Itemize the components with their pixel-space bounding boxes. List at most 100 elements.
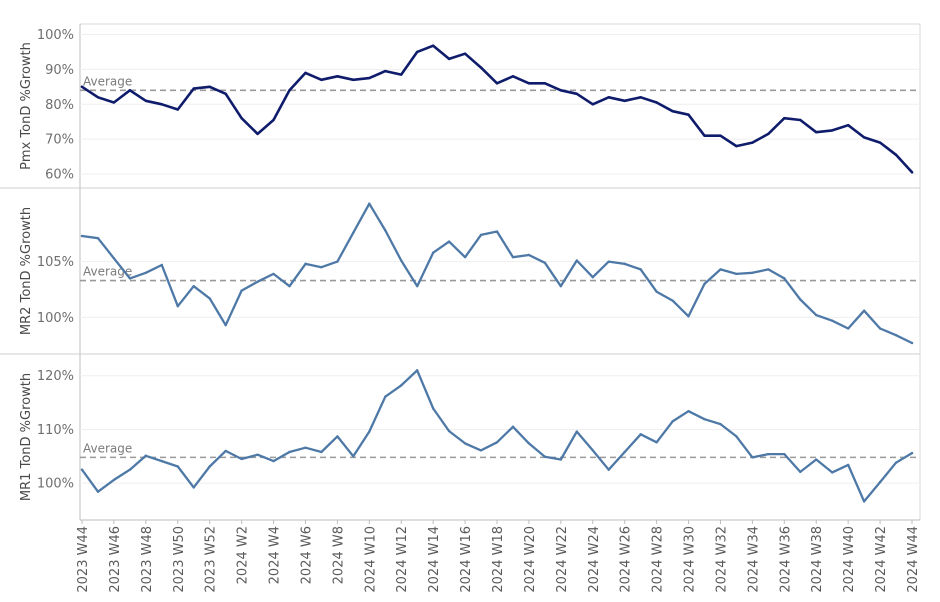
data-point [527, 253, 531, 257]
x-tick-label: 2024 W22 [555, 526, 570, 593]
data-point [799, 470, 802, 474]
data-point [192, 486, 195, 489]
panel-2: 100% 105%MR2 TonD %Growth Average [0, 187, 920, 345]
y-tick-label: 60% [45, 168, 74, 183]
data-point [415, 50, 419, 54]
data-point [815, 313, 818, 317]
data-point [862, 309, 866, 312]
data-point [687, 315, 690, 318]
data-point [463, 255, 467, 259]
x-tick-label: 2023 W46 [108, 526, 123, 593]
data-point [815, 130, 818, 134]
data-point [575, 430, 579, 433]
data-point [703, 282, 706, 286]
data-point [192, 284, 195, 288]
data-point [830, 319, 834, 322]
data-point [719, 422, 722, 426]
data-point [878, 327, 882, 330]
data-point [96, 96, 100, 99]
data-point [846, 463, 850, 467]
data-point [368, 76, 371, 80]
y-axis-title: Pmx TonD %Growth [19, 42, 34, 170]
data-point [495, 230, 499, 233]
data-point [591, 276, 594, 279]
data-point [176, 305, 179, 308]
series-line [80, 44, 914, 174]
data-point [320, 450, 323, 454]
data-point [368, 430, 371, 433]
data-point [400, 259, 403, 262]
panel-3: 100% 110% 120%MR1 TonD %Growth Average [0, 353, 920, 503]
data-point [671, 420, 674, 423]
data-point [623, 262, 626, 266]
data-point [304, 446, 307, 449]
data-point [607, 260, 610, 263]
data-point [511, 425, 515, 428]
y-tick-label: 100% [37, 311, 74, 326]
data-point [447, 429, 451, 433]
data-point [272, 118, 275, 122]
data-point [80, 85, 84, 89]
data-point [384, 229, 387, 232]
x-tick-label: 2024 W6 [299, 526, 314, 584]
panel-1: 60% 70% 80% 90% 100%Pmx TonD %Growth Average [19, 28, 920, 183]
data-point [767, 452, 770, 456]
data-point [112, 101, 116, 104]
x-tick-label: 2024 W36 [778, 526, 793, 593]
data-point [878, 480, 882, 484]
data-point [830, 471, 834, 474]
data-point [479, 66, 483, 69]
data-point [384, 69, 387, 73]
data-point [910, 341, 914, 345]
data-point [336, 435, 339, 438]
y-tick-label: 100% [37, 477, 74, 492]
data-point [846, 123, 850, 127]
data-point [80, 468, 84, 471]
data-point [559, 89, 563, 92]
data-point [559, 284, 563, 288]
data-point [447, 240, 451, 243]
data-point [846, 327, 850, 330]
series-line [80, 202, 914, 345]
data-point [735, 435, 738, 438]
data-point [368, 202, 371, 205]
data-point [400, 384, 403, 387]
data-point [272, 459, 275, 463]
data-point [352, 455, 355, 458]
x-tick-label: 2023 W44 [76, 526, 91, 593]
data-point [415, 284, 419, 288]
x-tick-label: 2024 W26 [619, 526, 634, 593]
data-point [607, 96, 610, 99]
data-point [144, 99, 148, 102]
data-point [463, 442, 467, 445]
y-tick-label: 105% [37, 255, 74, 270]
data-point [543, 261, 547, 264]
data-point [80, 234, 84, 238]
y-axis-title: MR1 TonD %Growth [19, 373, 34, 501]
data-point [799, 118, 802, 122]
x-tick-label: 2024 W16 [459, 526, 474, 593]
data-point [240, 289, 243, 292]
data-point [463, 52, 467, 55]
data-point [783, 452, 786, 456]
data-point [208, 85, 211, 89]
data-point [224, 92, 227, 95]
data-point [240, 117, 243, 120]
data-point [639, 96, 642, 99]
x-tick-label: 2024 W4 [268, 526, 283, 584]
data-point [128, 89, 132, 92]
data-point [272, 272, 275, 276]
data-point [224, 449, 227, 453]
data-point [527, 442, 531, 445]
x-tick-label: 2024 W28 [651, 526, 666, 593]
data-point [112, 257, 116, 260]
data-point [719, 134, 722, 137]
data-point [735, 272, 738, 276]
data-point [687, 113, 690, 116]
x-tick-label: 2024 W40 [842, 526, 857, 593]
data-point [607, 468, 610, 471]
data-point [671, 299, 674, 302]
data-point [575, 259, 579, 262]
data-point [224, 323, 227, 327]
data-point [479, 233, 483, 237]
